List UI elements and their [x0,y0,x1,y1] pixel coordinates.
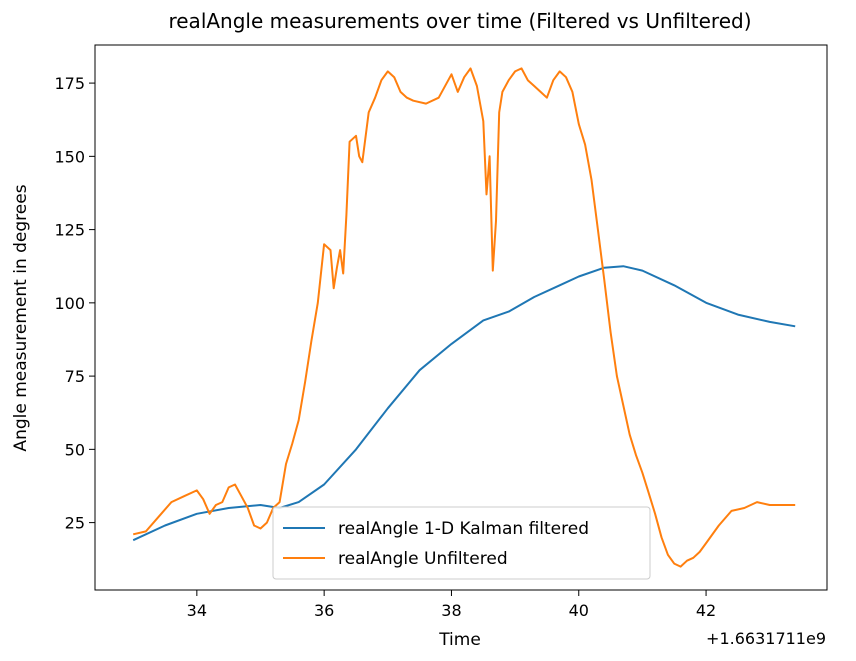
y-tick-label: 75 [65,367,85,386]
y-axis-ticks: 25 50 75 100 125 150 175 [54,74,95,533]
series-line-0 [132,265,796,542]
legend: realAngle 1-D Kalman filtered realAngle … [272,506,651,580]
y-tick-label: 150 [54,147,85,166]
x-tick-label: 40 [569,601,589,620]
x-axis-label: Time [438,630,481,650]
y-tick-label: 175 [54,74,85,93]
legend-label-unfiltered: realAngle Unfiltered [338,549,508,569]
x-tick-label: 38 [441,601,461,620]
plot-lines [132,67,796,568]
y-tick-label: 125 [54,221,85,240]
legend-label-filtered: realAngle 1-D Kalman filtered [338,519,589,539]
legend-box [272,506,651,580]
y-tick-label: 100 [54,294,85,313]
x-axis-offset-label: +1.6631711e9 [706,629,826,648]
y-tick-label: 50 [65,440,85,459]
plot-frame [94,44,828,591]
series-line-1 [132,67,796,568]
y-tick-label: 25 [65,514,85,533]
x-axis-ticks: 34 36 38 40 42 [187,590,716,620]
x-tick-label: 34 [187,601,207,620]
x-tick-label: 36 [314,601,334,620]
y-axis-label: Angle measurement in degrees [11,184,31,451]
chart-title: realAngle measurements over time (Filter… [168,9,751,33]
x-tick-label: 42 [696,601,716,620]
